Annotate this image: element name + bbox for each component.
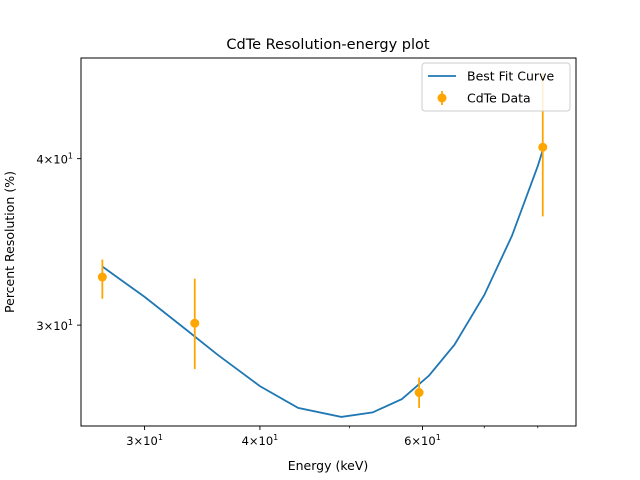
legend: Best Fit Curve CdTe Data [421,62,571,112]
data-point-1 [97,272,107,282]
legend-label-1: Best Fit Curve [467,69,554,84]
data-point-3 [414,388,424,398]
legend-box [421,62,571,112]
legend-label-2: CdTe Data [467,91,531,106]
x-axis-label: Energy (keV) [288,458,369,473]
data-point-2 [190,318,200,328]
x-tick-label-30: 3×101 [126,433,163,448]
y-axis-label: Percent Resolution (%) [2,171,17,313]
y-tick-label-40: 4×101 [36,152,73,167]
y-tick-label-30: 3×101 [36,318,73,333]
axis-ticks: 3×101 4×101 6×101 3×101 4×101 [36,152,539,448]
plot-frame [80,57,577,427]
data-point-4 [538,142,548,152]
plot-area [97,72,548,418]
x-tick-label-60: 6×101 [404,433,441,448]
chart-title: CdTe Resolution-energy plot [226,37,429,53]
x-tick-label-40: 4×101 [242,433,279,448]
best-fit-curve [101,149,544,418]
legend-swatch-marker [437,93,447,103]
